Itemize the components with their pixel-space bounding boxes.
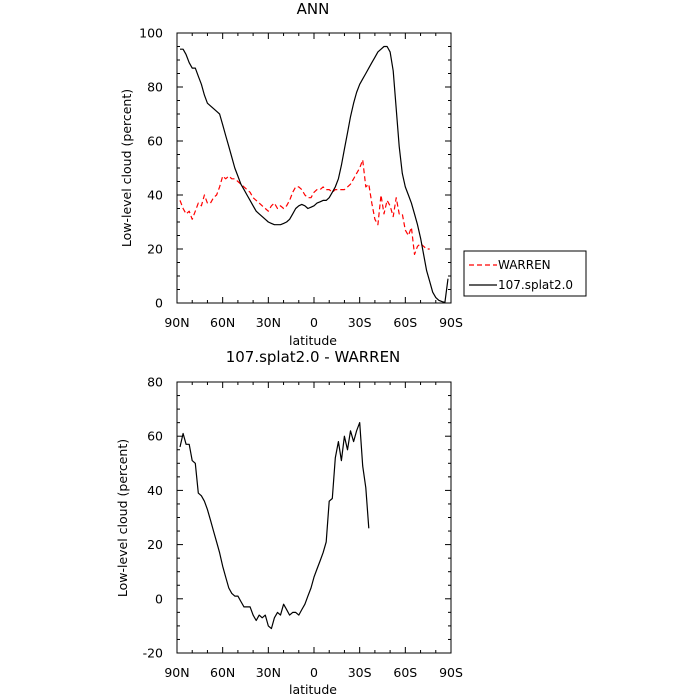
series-line-107-splat2-0 (180, 45, 449, 304)
x-tick-label: 0 (310, 315, 318, 330)
x-tick-label: 60N (210, 315, 235, 330)
y-tick-label: 0 (155, 296, 163, 311)
x-tick-label: 60S (393, 315, 417, 330)
panel-1-title: ANN (297, 0, 330, 18)
y-tick-label: 80 (147, 80, 163, 95)
legend-label-model: 107.splat2.0 (498, 278, 573, 292)
y-tick-label: 40 (147, 483, 163, 498)
y-tick-label: 60 (147, 134, 163, 149)
x-tick-label: 30S (348, 315, 372, 330)
series-line-warren (179, 159, 430, 255)
y-tick-label: 60 (147, 429, 163, 444)
panel-2-xlabel: latitude (289, 682, 337, 697)
x-tick-label: 90S (439, 665, 463, 680)
x-tick-label: 90N (164, 665, 189, 680)
y-tick-label: 100 (139, 26, 163, 41)
x-tick-label: 30S (348, 665, 372, 680)
x-tick-label: 60S (393, 665, 417, 680)
panel-2-ylabel: Low-level cloud (percent) (115, 439, 130, 597)
panel-2: 90N 60N 30N 0 30S 60S 90S -20 0 20 40 60 80 (143, 375, 463, 681)
y-tick-label: 40 (147, 188, 163, 203)
x-tick-label: 30N (256, 315, 281, 330)
y-tick-label: 20 (147, 242, 163, 257)
legend-label-warren: WARREN (498, 258, 551, 272)
legend: WARREN 107.splat2.0 (463, 250, 587, 297)
y-tick-label: 0 (155, 591, 163, 606)
plot-frame (176, 381, 452, 654)
panel-2-title: 107.splat2.0 - WARREN (226, 348, 401, 366)
y-tick-label: -20 (143, 646, 163, 661)
y-tick-label: 80 (147, 375, 163, 390)
panel-1-xlabel: latitude (289, 333, 337, 348)
legend-box (463, 250, 587, 297)
x-tick-label: 0 (310, 665, 318, 680)
series-line-difference (179, 422, 370, 630)
x-tick-label: 90S (439, 315, 463, 330)
x-tick-label: 90N (164, 315, 189, 330)
x-tick-label: 30N (256, 665, 281, 680)
y-tick-label: 20 (147, 537, 163, 552)
plot-frame (176, 32, 452, 304)
panel-1: 90N 60N 30N 0 30S 60S 90S 0 20 40 60 80 100 (139, 26, 463, 331)
x-tick-label: 60N (210, 665, 235, 680)
panel-1-ylabel: Low-level cloud (percent) (119, 89, 134, 247)
